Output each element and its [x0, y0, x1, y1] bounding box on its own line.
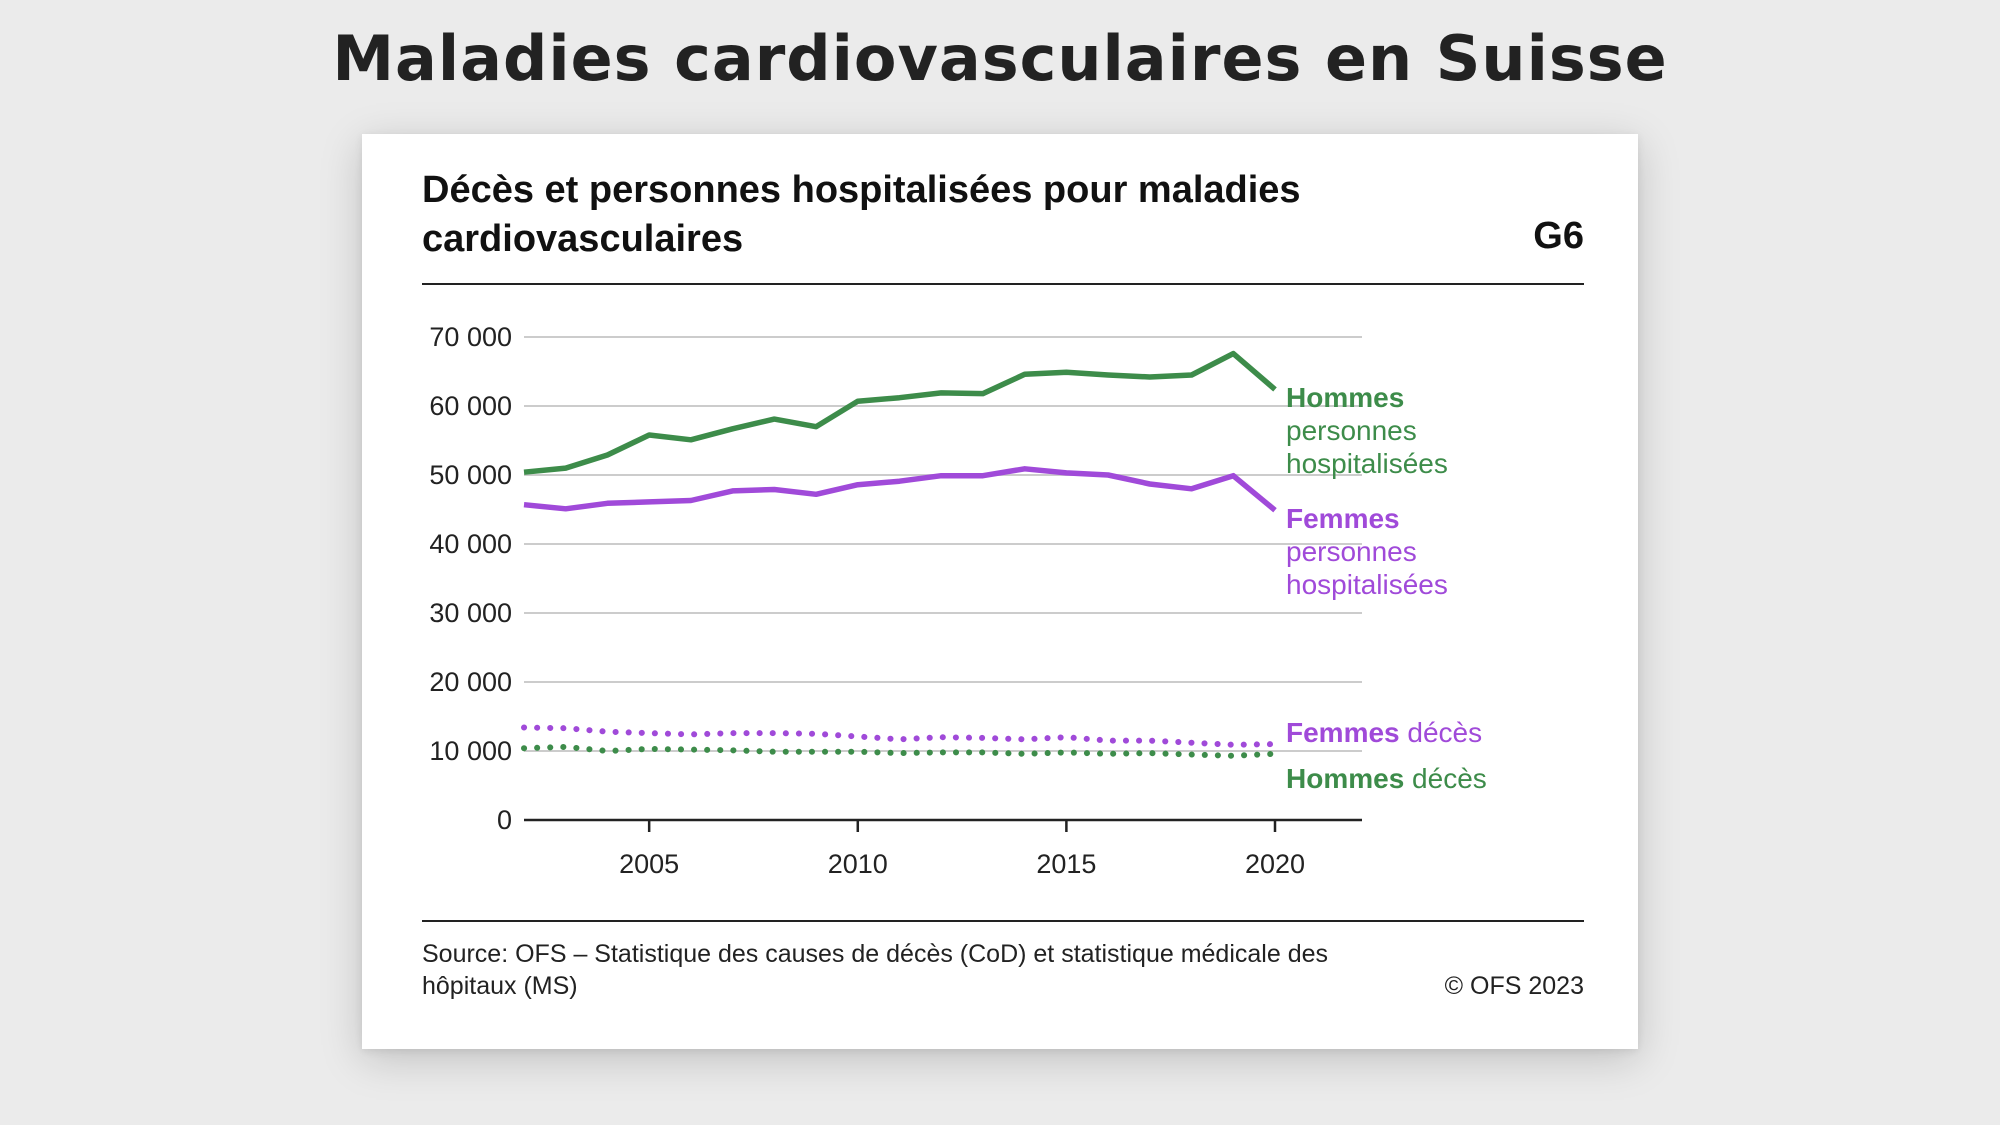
series-label: Femmes décès: [1286, 717, 1482, 748]
axis-layer: 0 10 000 20 000 30 000 40 000 50 000 60 000 70 …: [429, 322, 1362, 879]
header-rule: [422, 283, 1584, 285]
chart-title-line-2: cardiovasculaires: [422, 218, 744, 260]
series-label-bold: Femmes: [1286, 503, 1400, 534]
series-line-femmes-deces: [521, 724, 1278, 748]
source-note: Source: OFS – Statistique des causes de …: [422, 938, 1382, 1002]
series-label-rest: personnes: [1286, 415, 1417, 446]
y-tick-label: 30 000: [429, 598, 512, 628]
y-tick-label: 70 000: [429, 322, 512, 352]
copyright: © OFS 2023: [1444, 972, 1584, 1000]
series-label-bold: Hommes: [1286, 763, 1404, 794]
x-tick-label: 2010: [828, 849, 888, 879]
series-line-hommes-personnes-hospitalisees: [523, 350, 1277, 475]
x-tick-label: 2015: [1036, 849, 1096, 879]
y-tick-label: 50 000: [429, 460, 512, 490]
series-line-hommes-deces: [521, 743, 1278, 759]
label-layer: HommespersonneshospitaliséesFemmesperson…: [1286, 382, 1487, 794]
y-tick-label: 10 000: [429, 736, 512, 766]
y-tick-label: 20 000: [429, 667, 512, 697]
series-line-femmes-personnes-hospitalisees: [523, 466, 1277, 513]
series-label: Hommes décès: [1286, 763, 1487, 794]
series-label-text: Hommes décès: [1286, 763, 1487, 794]
series-label-rest: personnes: [1286, 536, 1417, 567]
page-title: Maladies cardiovasculaires en Suisse: [332, 22, 1668, 95]
chart-title-line-1: Décès et personnes hospitalisées pour ma…: [422, 169, 1301, 211]
footer-rule: [422, 920, 1584, 922]
series-label-text: Femmes décès: [1286, 717, 1482, 748]
series-label-rest: hospitalisées: [1286, 448, 1448, 479]
x-tick-label: 2020: [1245, 849, 1305, 879]
series-label-rest: décès: [1400, 717, 1483, 748]
source-line-2: hôpitaux (MS): [422, 972, 578, 1000]
y-tick-label: 60 000: [429, 391, 512, 421]
graph-id: G6: [1533, 215, 1584, 257]
series-label-rest: décès: [1404, 763, 1487, 794]
chart-title: Décès et personnes hospitalisées pour ma…: [422, 166, 1322, 264]
line-chart: 0 10 000 20 000 30 000 40 000 50 000 60 000 70 …: [429, 322, 1487, 879]
series-label-rest: hospitalisées: [1286, 569, 1448, 600]
series-label-bold: Femmes: [1286, 717, 1400, 748]
x-tick-label: 2005: [619, 849, 679, 879]
y-tick-label: 40 000: [429, 529, 512, 559]
source-line-1: Source: OFS – Statistique des causes de …: [422, 940, 1329, 968]
series-layer: [521, 350, 1278, 759]
chart-card: Décès et personnes hospitalisées pour ma…: [362, 134, 1638, 1049]
grid-layer: [524, 336, 1362, 752]
y-tick-label: 0: [497, 805, 512, 835]
series-label-bold: Hommes: [1286, 382, 1404, 413]
